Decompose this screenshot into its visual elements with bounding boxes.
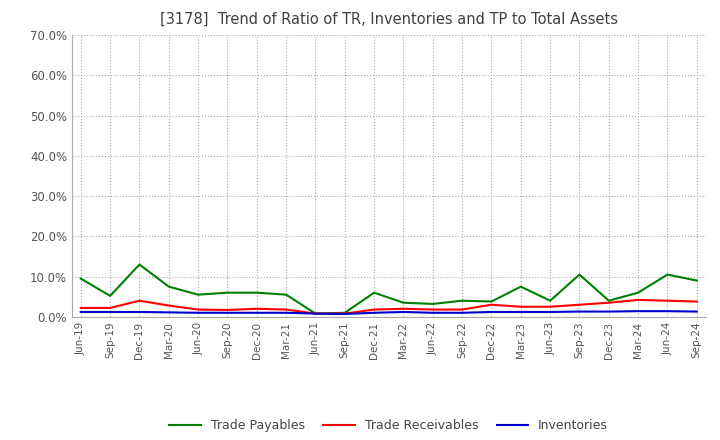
Trade Payables xyxy=(341,310,349,315)
Inventories xyxy=(458,310,467,315)
Inventories xyxy=(341,312,349,317)
Trade Payables xyxy=(458,298,467,303)
Inventories xyxy=(253,310,261,315)
Trade Receivables xyxy=(634,297,642,303)
Trade Payables xyxy=(634,290,642,295)
Trade Receivables xyxy=(370,307,379,312)
Trade Receivables xyxy=(605,300,613,305)
Inventories xyxy=(575,309,584,314)
Inventories xyxy=(487,309,496,315)
Trade Receivables xyxy=(282,307,290,312)
Legend: Trade Payables, Trade Receivables, Inventories: Trade Payables, Trade Receivables, Inven… xyxy=(164,414,613,437)
Inventories xyxy=(311,311,320,316)
Trade Payables xyxy=(311,311,320,316)
Trade Payables xyxy=(605,298,613,303)
Trade Receivables xyxy=(575,302,584,308)
Inventories xyxy=(605,309,613,314)
Trade Payables xyxy=(223,290,232,295)
Inventories xyxy=(106,309,114,315)
Inventories xyxy=(282,310,290,315)
Trade Receivables xyxy=(106,305,114,311)
Trade Payables xyxy=(693,278,701,283)
Trade Receivables xyxy=(546,304,554,309)
Line: Trade Receivables: Trade Receivables xyxy=(81,300,697,314)
Trade Payables xyxy=(282,292,290,297)
Trade Payables xyxy=(194,292,202,297)
Trade Receivables xyxy=(693,299,701,304)
Trade Payables xyxy=(106,293,114,298)
Trade Receivables xyxy=(516,304,525,309)
Trade Payables xyxy=(399,300,408,305)
Inventories xyxy=(516,309,525,315)
Trade Receivables xyxy=(135,298,144,303)
Trade Receivables xyxy=(194,307,202,312)
Inventories xyxy=(164,310,173,315)
Inventories xyxy=(634,308,642,314)
Trade Receivables xyxy=(487,302,496,308)
Inventories xyxy=(135,309,144,315)
Trade Payables xyxy=(663,272,672,277)
Trade Receivables xyxy=(341,311,349,316)
Trade Payables xyxy=(575,272,584,277)
Trade Payables xyxy=(253,290,261,295)
Line: Inventories: Inventories xyxy=(81,311,697,314)
Line: Trade Payables: Trade Payables xyxy=(81,264,697,314)
Inventories xyxy=(223,310,232,315)
Trade Payables xyxy=(487,299,496,304)
Inventories xyxy=(428,310,437,315)
Trade Receivables xyxy=(428,307,437,312)
Trade Receivables xyxy=(253,306,261,312)
Inventories xyxy=(370,310,379,315)
Trade Payables xyxy=(370,290,379,295)
Trade Receivables xyxy=(399,306,408,312)
Trade Payables xyxy=(76,276,85,281)
Trade Receivables xyxy=(76,305,85,311)
Trade Payables xyxy=(135,262,144,267)
Trade Payables xyxy=(516,284,525,289)
Trade Payables xyxy=(428,301,437,307)
Inventories xyxy=(399,309,408,315)
Inventories xyxy=(76,309,85,315)
Trade Receivables xyxy=(223,307,232,312)
Trade Payables xyxy=(164,284,173,289)
Trade Payables xyxy=(546,298,554,303)
Inventories xyxy=(546,309,554,315)
Trade Receivables xyxy=(663,298,672,303)
Trade Receivables xyxy=(311,311,320,316)
Trade Receivables xyxy=(458,307,467,312)
Inventories xyxy=(194,310,202,315)
Title: [3178]  Trend of Ratio of TR, Inventories and TP to Total Assets: [3178] Trend of Ratio of TR, Inventories… xyxy=(160,12,618,27)
Inventories xyxy=(693,309,701,314)
Inventories xyxy=(663,308,672,314)
Trade Receivables xyxy=(164,303,173,308)
